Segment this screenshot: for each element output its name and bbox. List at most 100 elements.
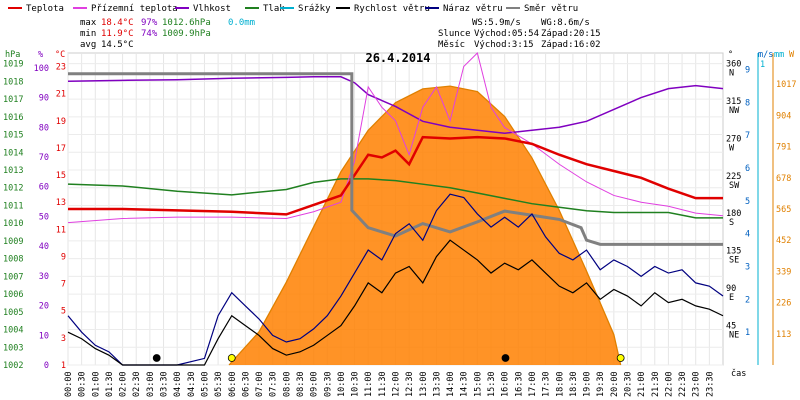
dir-compass-label: SE xyxy=(729,256,739,266)
temp-tick-label: 1 xyxy=(61,361,66,371)
wm2-tick-label: 791 xyxy=(776,143,791,153)
wm2-tick-label: 678 xyxy=(776,174,791,184)
hpa-tick-label: 1005 xyxy=(3,308,23,318)
pct-tick-label: 60 xyxy=(39,183,49,193)
stats-block: max 18.4°C 97% 1012.6hPa 0.0mm min 11.9°… xyxy=(80,18,255,50)
temp-tick-label: 9 xyxy=(61,252,66,262)
pct-tick-label: 80 xyxy=(39,123,49,133)
legend-item-tlak: Tlak xyxy=(245,4,285,14)
sun-event-marker xyxy=(227,354,236,362)
x-tick-label: 12:30 xyxy=(405,371,415,397)
unit-pct: % xyxy=(38,50,43,60)
chart-title: 26.4.2014 xyxy=(365,51,430,65)
unit-mm: mm xyxy=(774,50,784,60)
axis-units: hPa % °C ° m/s mm W 1 xyxy=(5,50,795,70)
legend-item-smer-vetru: Směr větru xyxy=(506,4,578,14)
dir-tick-label: 360 xyxy=(726,59,741,69)
wind-direction-line xyxy=(68,72,723,246)
sun-set: Západ:20:15 xyxy=(541,29,601,39)
x-tick-label: 07:00 xyxy=(255,371,265,397)
pct-tick-label: 0 xyxy=(44,361,49,371)
x-tick-label: 14:30 xyxy=(460,371,470,397)
stat-max-press: 1012.6hPa xyxy=(162,18,211,28)
x-tick-label: 20:30 xyxy=(623,371,633,397)
wm2-tick-label: 113 xyxy=(776,330,791,340)
stat-min-label: min xyxy=(80,29,96,39)
legend-label: Teplota xyxy=(26,4,64,14)
dir-tick-label: 270 xyxy=(726,134,741,144)
sun-moon-events xyxy=(152,354,625,362)
legend-label: Tlak xyxy=(263,4,285,14)
stat-min-press: 1009.9hPa xyxy=(162,29,211,39)
legend-label: Přízemní teplota xyxy=(91,4,178,14)
x-tick-label: 22:00 xyxy=(664,371,674,397)
x-tick-label: 06:00 xyxy=(228,371,238,397)
wind-gust-max: WG:8.6m/s xyxy=(541,18,590,28)
pressure-line xyxy=(67,178,723,219)
hpa-tick-label: 1019 xyxy=(3,60,23,70)
x-tick-label: 10:00 xyxy=(337,371,347,397)
legend-item-srazky: Srážky xyxy=(280,4,331,14)
temp-tick-label: 11 xyxy=(56,225,66,235)
temp-tick-label: 21 xyxy=(56,90,66,100)
x-tick-label: 23:30 xyxy=(705,371,715,397)
legend-label: Rychlost větru xyxy=(354,4,430,14)
x-tick-label: 05:30 xyxy=(214,371,224,397)
pct-tick-label: 70 xyxy=(39,153,49,163)
temp-tick-label: 17 xyxy=(56,144,66,154)
stat-max-temp: 18.4°C xyxy=(101,18,134,28)
hpa-tick-label: 1011 xyxy=(3,201,23,211)
humidity-line xyxy=(67,76,724,134)
x-tick-label: 08:00 xyxy=(282,371,292,397)
legend-label: Náraz větru xyxy=(443,4,503,14)
x-tick-label: 21:30 xyxy=(651,371,661,397)
x-tick-label: 16:00 xyxy=(501,371,511,397)
wm2-tick-label: 904 xyxy=(776,111,791,121)
hpa-tick-label: 1015 xyxy=(3,131,23,141)
x-tick-label: 13:00 xyxy=(419,371,429,397)
x-tick-label: 06:30 xyxy=(241,371,251,397)
moon-set: Západ:16:02 xyxy=(541,40,601,50)
legend-label: Srážky xyxy=(298,4,331,14)
pct-tick-label: 10 xyxy=(39,331,49,341)
x-tick-label: 18:30 xyxy=(569,371,579,397)
dir-tick-label: 90 xyxy=(726,284,736,294)
hpa-tick-label: 1010 xyxy=(3,219,23,229)
dir-compass-label: SW xyxy=(729,181,740,191)
unit-ms: m/s xyxy=(758,50,773,60)
sun-event-marker xyxy=(616,354,625,362)
x-tick-label: 02:00 xyxy=(119,371,129,397)
dir-tick-label: 315 xyxy=(726,97,741,107)
unit-temp: °C xyxy=(55,50,65,60)
dir-tick-label: 180 xyxy=(726,209,741,219)
temp-tick-label: 15 xyxy=(56,171,66,181)
wm2-tick-label: 226 xyxy=(776,299,791,309)
hpa-tick-label: 1009 xyxy=(3,237,23,247)
x-tick-label: 19:30 xyxy=(596,371,606,397)
dir-compass-label: W xyxy=(729,143,735,153)
x-tick-label: 21:00 xyxy=(637,371,647,397)
dir-compass-label: N xyxy=(729,68,734,78)
hpa-tick-label: 1013 xyxy=(3,166,23,176)
plot-area xyxy=(67,52,724,366)
x-tick-label: 19:00 xyxy=(583,371,593,397)
x-tick-label: 07:30 xyxy=(269,371,279,397)
hpa-tick-label: 1002 xyxy=(3,361,23,371)
legend-item-teplota: Teplota xyxy=(8,4,64,14)
unit-hpa: hPa xyxy=(5,50,20,60)
wind-gust-line xyxy=(67,193,724,366)
x-tick-label: 20:00 xyxy=(610,371,620,397)
legend-label: Směr větru xyxy=(524,4,578,14)
wind-speed-avg: WS:5.9m/s xyxy=(472,18,521,28)
x-tick-label: 15:00 xyxy=(473,371,483,397)
pct-tick-label: 100 xyxy=(34,64,49,74)
temp-tick-label: 19 xyxy=(56,117,66,127)
legend-item-rychlost-vetru: Rychlost větru xyxy=(336,4,430,14)
series-layer xyxy=(67,52,724,366)
x-tick-label: 01:30 xyxy=(105,371,115,397)
x-tick-label: 23:00 xyxy=(692,371,702,397)
x-tick-label: 13:30 xyxy=(432,371,442,397)
moon-event-marker xyxy=(501,354,510,362)
x-tick-label: 22:30 xyxy=(678,371,688,397)
ms-tick-label: 7 xyxy=(745,131,750,141)
